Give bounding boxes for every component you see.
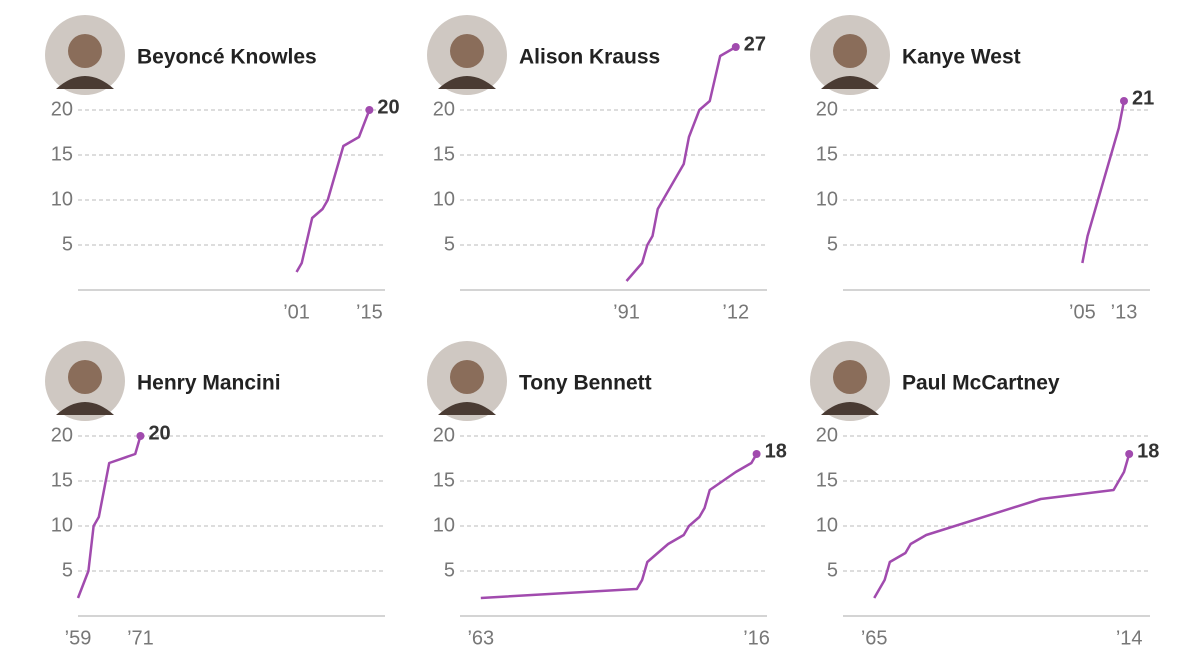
y-tick-label: 10 [433,188,455,210]
x-tick-label: ’63 [467,627,494,649]
line [76,435,142,599]
y-tick-label: 20 [433,98,455,120]
y-tick-label: 10 [433,514,455,536]
line [1081,100,1126,264]
y-tick-label: 15 [51,469,73,491]
y-tick-label: 5 [62,233,73,255]
x-tick-label: ’65 [861,627,888,649]
x-tick-label: ’59 [65,627,92,649]
panel: Tony Bennett 5 10 15 20 ’63 ’16 18 [427,341,787,649]
x-tick-label: ’12 [722,301,749,323]
end-dot [136,432,145,440]
end-dot [1119,97,1128,105]
artist-name: Henry Mancini [137,372,281,395]
artist-name: Tony Bennett [519,372,652,395]
portrait-face [450,360,484,394]
y-tick-label: 15 [816,143,838,165]
panel: Kanye West 5 10 15 20 ’05 ’13 21 [810,15,1154,323]
y-tick-label: 20 [433,424,455,446]
end-label: 18 [1137,440,1159,462]
y-tick-label: 5 [827,233,838,255]
end-dot [365,106,374,114]
portrait-shoulders [821,76,879,89]
line [625,45,737,282]
end-dot [752,450,761,458]
y-tick-label: 20 [51,98,73,120]
x-tick-label: ’71 [127,627,154,649]
portrait-face [68,34,102,68]
y-tick-label: 20 [51,424,73,446]
y-tick-label: 20 [816,424,838,446]
panel: Beyoncé Knowles 5 10 15 20 ’01 ’15 20 [45,15,400,323]
panel: Alison Krauss 5 10 15 20 ’91 ’12 27 [427,15,767,323]
y-tick-label: 10 [51,514,73,536]
y-tick-label: 5 [62,559,73,581]
artist-name: Paul McCartney [902,372,1060,395]
panel: Paul McCartney 5 10 15 20 ’65 ’14 18 [810,341,1159,649]
portrait-face [450,34,484,68]
y-tick-label: 20 [816,98,838,120]
y-tick-label: 5 [444,233,455,255]
x-tick-label: ’05 [1069,301,1096,323]
y-tick-label: 5 [827,559,838,581]
line [295,109,371,273]
portrait-face [833,360,867,394]
y-tick-label: 10 [816,188,838,210]
portrait-face [833,34,867,68]
y-tick-label: 15 [51,143,73,165]
y-tick-label: 15 [816,469,838,491]
end-label: 20 [148,422,170,444]
end-label: 18 [765,440,787,462]
portrait-face [68,360,102,394]
portrait-shoulders [438,402,496,415]
x-tick-label: ’16 [743,627,770,649]
end-label: 27 [744,33,766,55]
artist-name: Beyoncé Knowles [137,46,317,69]
x-tick-label: ’91 [613,301,640,323]
line [873,453,1131,599]
y-tick-label: 5 [444,559,455,581]
end-dot [1125,450,1134,458]
end-dot [731,43,740,51]
portrait-shoulders [56,402,114,415]
x-tick-label: ’01 [283,301,310,323]
end-label: 20 [377,96,399,118]
x-tick-label: ’15 [356,301,383,323]
y-tick-label: 15 [433,143,455,165]
y-tick-label: 10 [51,188,73,210]
y-tick-label: 10 [816,514,838,536]
portrait-shoulders [821,402,879,415]
portrait-shoulders [56,76,114,89]
x-tick-label: ’14 [1116,627,1143,649]
panel: Henry Mancini 5 10 15 20 ’59 ’71 20 [45,341,385,649]
portrait-shoulders [438,76,496,89]
x-tick-label: ’13 [1111,301,1138,323]
artist-name: Alison Krauss [519,46,660,69]
end-label: 21 [1132,87,1154,109]
y-tick-label: 15 [433,469,455,491]
artist-name: Kanye West [902,46,1021,69]
line [480,453,758,600]
